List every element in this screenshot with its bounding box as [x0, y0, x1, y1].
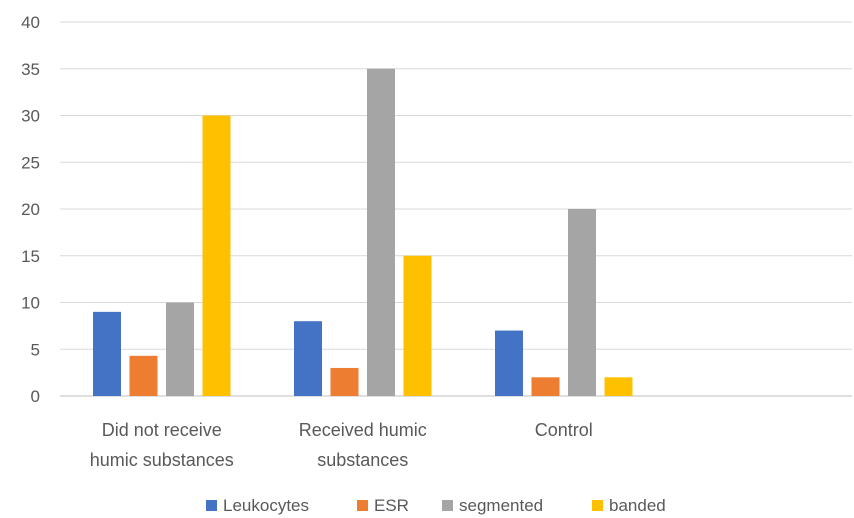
y-tick-label: 15 [21, 247, 40, 266]
x-category-label: Control [535, 420, 593, 440]
bar-segmented-2 [367, 68, 395, 396]
x-axis-category-labels: Did not receive humic substances Received … [90, 420, 593, 470]
bar-leukocytes-1 [93, 311, 121, 396]
y-tick-label: 25 [21, 153, 40, 172]
bar-esr-2 [330, 367, 359, 396]
y-tick-label: 40 [21, 13, 40, 32]
legend-swatch-leukocytes [206, 500, 217, 511]
x-category-label: substances [317, 450, 408, 470]
x-category-label: Did not receive [102, 420, 222, 440]
bar-banded-3 [604, 377, 633, 396]
x-category-label: Received humic [299, 420, 427, 440]
bar-segmented-3 [568, 209, 596, 396]
y-tick-label: 0 [31, 387, 40, 406]
legend-swatch-segmented [442, 500, 453, 511]
legend-label-segmented: segmented [459, 496, 543, 515]
bar-banded-2 [403, 255, 432, 396]
bar-segmented-1 [166, 302, 194, 396]
y-tick-label: 5 [31, 340, 40, 359]
legend-label-esr: ESR [374, 496, 409, 515]
y-tick-label: 20 [21, 200, 40, 219]
bar-esr-1 [129, 355, 158, 396]
x-category-label: humic substances [90, 450, 234, 470]
legend: Leukocytes ESR segmented banded [206, 496, 666, 515]
legend-swatch-banded [592, 500, 603, 511]
legend-swatch-esr [357, 500, 368, 511]
legend-label-banded: banded [609, 496, 666, 515]
bar-banded-1 [202, 115, 231, 396]
y-tick-label: 30 [21, 107, 40, 126]
bars [93, 68, 633, 396]
y-axis-tick-labels: 0 5 10 15 20 25 30 35 40 [21, 13, 40, 406]
bar-leukocytes-3 [495, 330, 523, 396]
bar-leukocytes-2 [294, 321, 322, 396]
bar-esr-3 [531, 377, 560, 396]
legend-label-leukocytes: Leukocytes [223, 496, 309, 515]
y-tick-label: 35 [21, 60, 40, 79]
y-tick-label: 10 [21, 294, 40, 313]
